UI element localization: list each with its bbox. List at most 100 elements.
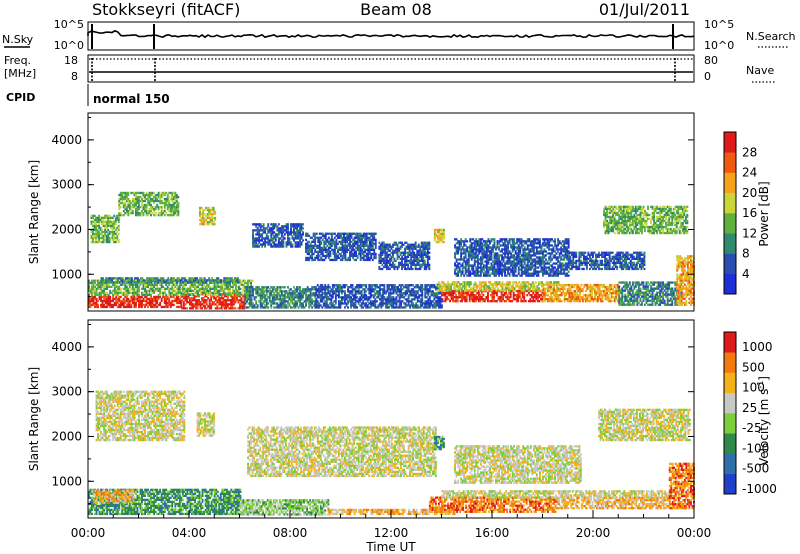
- power-cell: [252, 223, 254, 226]
- power-cell: [94, 305, 96, 309]
- power-cell: [133, 295, 136, 299]
- power-cell: [146, 277, 148, 280]
- power-cell: [139, 283, 142, 286]
- power-cell: [193, 281, 195, 284]
- power-cell: [141, 281, 143, 284]
- power-cell: [536, 300, 539, 303]
- power-cell: [628, 297, 631, 300]
- power-cell: [108, 222, 111, 226]
- power-cell: [544, 294, 546, 297]
- power-cell: [571, 296, 574, 299]
- power-cell: [157, 191, 160, 195]
- power-cell: [139, 305, 142, 309]
- power-cell: [177, 208, 180, 211]
- power-cell: [165, 299, 168, 303]
- power-cell: [279, 237, 282, 240]
- power-cell: [302, 292, 304, 295]
- power-cell: [268, 241, 271, 244]
- power-cell: [118, 197, 121, 201]
- power-cell: [156, 199, 159, 203]
- power-cell: [270, 243, 273, 246]
- power-cell: [634, 299, 637, 302]
- power-cell: [541, 289, 543, 292]
- power-cell: [515, 294, 518, 297]
- power-cell: [151, 197, 154, 201]
- power-cell: [92, 232, 94, 236]
- power-cell: [456, 289, 458, 292]
- power-cell: [137, 277, 139, 280]
- power-cell: [92, 236, 94, 240]
- power-cell: [208, 221, 211, 224]
- power-cell: [108, 236, 111, 240]
- power-cell: [169, 303, 172, 307]
- power-cell: [166, 305, 169, 309]
- power-cell: [91, 279, 93, 282]
- power-cell: [99, 220, 102, 223]
- power-cell: [124, 293, 127, 297]
- power-cell: [480, 298, 483, 301]
- power-cell: [141, 191, 143, 195]
- power-cell: [366, 304, 369, 307]
- power-cell: [291, 306, 294, 309]
- power-cell: [676, 301, 679, 304]
- power-cell: [556, 283, 558, 287]
- power-cell: [171, 287, 174, 290]
- power-cell: [229, 295, 232, 298]
- power-cell: [456, 296, 459, 299]
- power-cell: [271, 300, 274, 303]
- power-cell: [293, 306, 295, 309]
- power-cell: [180, 277, 183, 280]
- power-cell: [153, 201, 155, 205]
- power-cell: [133, 301, 136, 305]
- power-cell: [107, 224, 110, 228]
- power-cell: [311, 256, 314, 260]
- power-cell: [141, 199, 143, 203]
- power-cell: [624, 283, 627, 286]
- power-cell: [594, 298, 596, 301]
- power-cell: [415, 294, 418, 297]
- power-cell: [175, 201, 178, 205]
- power-cell: [581, 300, 584, 303]
- power-cell: [118, 201, 121, 205]
- nave-tick-top: 80: [704, 54, 718, 67]
- power-cell: [572, 289, 575, 293]
- power-cell: [447, 287, 449, 290]
- power-cell: [219, 299, 222, 302]
- power-cell: [386, 286, 389, 289]
- power-cell: [453, 287, 455, 290]
- power-cell: [362, 302, 365, 305]
- power-cell: [477, 294, 480, 297]
- power-cell: [222, 301, 225, 304]
- power-cell: [109, 299, 112, 303]
- power-cell: [589, 300, 592, 303]
- power-cell: [119, 291, 122, 294]
- power-cell: [330, 290, 333, 293]
- power-cell: [639, 289, 642, 292]
- power-cell: [683, 269, 686, 272]
- power-cell: [282, 241, 285, 244]
- power-cell: [682, 265, 685, 268]
- power-cell: [101, 228, 103, 232]
- power-cell: [95, 297, 98, 301]
- power-cell: [466, 281, 469, 284]
- power-cell: [225, 287, 228, 290]
- power-cell: [354, 290, 357, 293]
- power-cell: [160, 287, 163, 290]
- power-cell: [102, 236, 105, 240]
- power-cell: [330, 306, 333, 309]
- power-cell: [479, 294, 482, 297]
- power-cell: [124, 285, 127, 288]
- power-cell: [592, 298, 595, 301]
- power-cell: [356, 292, 359, 295]
- power-cell: [116, 301, 119, 305]
- power-cell: [103, 305, 106, 309]
- power-cell: [270, 286, 273, 289]
- power-cell: [111, 224, 114, 228]
- power-cell: [679, 279, 682, 282]
- power-cell: [388, 292, 390, 295]
- power-cell: [175, 214, 178, 217]
- power-cell: [677, 283, 680, 286]
- power-cell: [351, 298, 354, 301]
- power-cell: [124, 281, 127, 284]
- power-cell: [324, 306, 327, 309]
